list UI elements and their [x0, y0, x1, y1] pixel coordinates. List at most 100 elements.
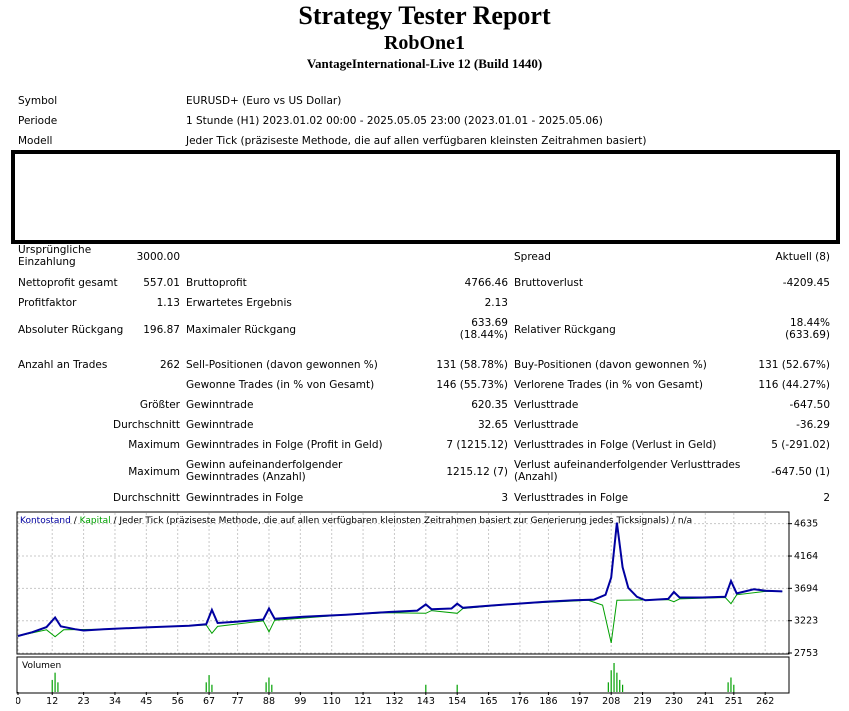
profit-factor-label: Profitfaktor — [18, 297, 77, 309]
parameters-box — [11, 150, 840, 244]
short-positions-label: Sell-Positionen (davon gewonnen %) — [186, 359, 378, 371]
y-axis-ticks: 4635 4164 3694 3223 2753 — [788, 519, 818, 659]
average-profit-label: Gewinntrade — [186, 419, 254, 431]
symbol-label: Symbol — [18, 95, 58, 107]
x-tick-label: 56 — [172, 696, 184, 707]
balance-chart: 4635 4164 3694 3223 2753 0 12 23 34 45 56 67 77 88 99… — [16, 511, 818, 707]
x-tick-label: 219 — [633, 696, 651, 707]
initial-deposit-value: 3000.00 — [136, 251, 180, 263]
net-profit-label: Nettoprofit gesamt — [18, 277, 118, 289]
gross-loss-label: Bruttoverlust — [514, 277, 583, 289]
average-label: Durchschnitt — [113, 419, 180, 431]
expert-name: RobOne1 — [383, 32, 466, 54]
abs-drawdown-label: Absoluter Rückgang — [18, 324, 124, 336]
x-tick-label: 186 — [539, 696, 557, 707]
legend-sep: / — [71, 516, 80, 526]
x-tick-label: 67 — [203, 696, 215, 707]
x-tick-label: 12 — [46, 696, 58, 707]
x-tick-label: 176 — [511, 696, 529, 707]
x-tick-label: 154 — [448, 696, 466, 707]
avg-cons-label: Durchschnitt — [113, 492, 180, 504]
largest-label: Größter — [139, 399, 180, 411]
period-label: Periode — [18, 115, 58, 127]
volume-frame — [16, 656, 790, 694]
largest-loss-label: Verlusttrade — [514, 399, 579, 411]
x-tick-label: 241 — [696, 696, 714, 707]
long-positions-label: Buy-Positionen (davon gewonnen %) — [514, 359, 707, 371]
legend-balance: Kontostand — [20, 516, 71, 526]
maximal-losses-label: Verlust aufeinanderfolgender Verlusttrad… — [514, 459, 741, 483]
x-tick-label: 77 — [232, 696, 244, 707]
model-value: Jeder Tick (präziseste Methode, die auf … — [186, 135, 647, 147]
largest-profit-value: 620.35 — [471, 399, 508, 411]
gross-profit-label: Bruttoprofit — [186, 277, 247, 289]
short-positions-value: 131 (58.78%) — [436, 359, 508, 371]
x-tick-label: 165 — [479, 696, 497, 707]
long-positions-value: 131 (52.67%) — [758, 359, 830, 371]
x-tick-label: 45 — [140, 696, 152, 707]
y-tick-label: 3694 — [794, 583, 818, 594]
y-tick-label: 2753 — [794, 648, 818, 659]
max-cons-wins-value: 7 (1215.12) — [446, 439, 508, 451]
max-cons-wins-label: Gewinntrades in Folge (Profit in Geld) — [186, 439, 383, 451]
max-cons-losses-value: 5 (-291.02) — [771, 439, 830, 451]
x-tick-label: 230 — [665, 696, 683, 707]
chart-frame — [16, 511, 790, 655]
x-tick-label: 0 — [16, 696, 21, 707]
loss-trades-value: 116 (44.27%) — [758, 379, 830, 391]
avg-cons-losses-value: 2 — [823, 492, 830, 504]
x-tick-label: 110 — [323, 696, 341, 707]
x-tick-label: 132 — [385, 696, 403, 707]
x-axis-ticks: 0 12 23 34 45 56 67 77 88 99 110 121 132 143 154 165 176… — [16, 692, 774, 707]
spread-label: Spread — [514, 251, 551, 263]
y-tick-label: 4164 — [794, 551, 818, 562]
x-tick-label: 23 — [78, 696, 90, 707]
chart-legend: Kontostand / Kapital / Jeder Tick (präzi… — [20, 516, 692, 526]
x-tick-label: 99 — [294, 696, 306, 707]
y-tick-label: 3223 — [794, 616, 818, 627]
avg-cons-wins-value: 3 — [501, 492, 508, 504]
profit-factor-value: 1.13 — [156, 297, 180, 309]
server-name: VantageInternational-Live 12 (Build 1440… — [306, 56, 543, 71]
maximal-label: Maximum — [128, 466, 180, 478]
x-tick-label: 143 — [417, 696, 435, 707]
maximum-label: Maximum — [128, 439, 180, 451]
gross-loss-value: -4209.45 — [782, 277, 830, 289]
initial-deposit-label: Ursprüngliche Einzahlung — [18, 244, 92, 268]
x-tick-label: 88 — [263, 696, 275, 707]
symbol-value: EURUSD+ (Euro vs US Dollar) — [186, 95, 342, 107]
x-tick-label: 208 — [602, 696, 620, 707]
total-trades-value: 262 — [159, 359, 180, 371]
max-drawdown-label: Maximaler Rückgang — [186, 324, 297, 336]
expected-payoff-label: Erwartetes Ergebnis — [186, 297, 292, 309]
avg-cons-wins-label: Gewinntrades in Folge — [186, 492, 304, 504]
avg-cons-losses-label: Verlusttrades in Folge — [514, 492, 629, 504]
profit-trades-label: Gewonne Trades (in % von Gesamt) — [186, 379, 375, 391]
legend-description: / Jeder Tick (präziseste Methode, die au… — [111, 516, 693, 526]
gross-profit-value: 4766.46 — [464, 277, 508, 289]
total-trades-label: Anzahl an Trades — [18, 359, 108, 371]
maximal-wins-value: 1215.12 (7) — [446, 466, 508, 478]
loss-trades-label: Verlorene Trades (in % von Gesamt) — [514, 379, 703, 391]
volume-bars — [51, 663, 735, 692]
report-title: Strategy Tester Report — [298, 1, 551, 30]
x-tick-label: 197 — [571, 696, 589, 707]
expected-payoff-value: 2.13 — [484, 297, 508, 309]
largest-loss-value: -647.50 — [789, 399, 830, 411]
period-value: 1 Stunde (H1) 2023.01.02 00:00 - 2025.05… — [186, 115, 603, 127]
max-drawdown-value: 633.69 (18.44%) — [459, 317, 508, 341]
max-cons-losses-label: Verlusttrades in Folge (Verlust in Geld) — [514, 439, 717, 451]
largest-profit-label: Gewinntrade — [186, 399, 254, 411]
abs-drawdown-value: 196.87 — [143, 324, 180, 336]
maximal-wins-label: Gewinn aufeinanderfolgender Gewinntrades… — [186, 459, 343, 483]
spread-value: Aktuell (8) — [775, 251, 830, 263]
average-loss-value: -36.29 — [796, 419, 830, 431]
chart-grid — [17, 513, 788, 654]
net-profit-value: 557.01 — [143, 277, 180, 289]
model-label: Modell — [18, 135, 53, 147]
rel-drawdown-label: Relativer Rückgang — [514, 324, 616, 336]
x-tick-label: 251 — [725, 696, 743, 707]
x-tick-label: 34 — [109, 696, 121, 707]
x-tick-label: 262 — [756, 696, 774, 707]
balance-line — [17, 522, 783, 637]
